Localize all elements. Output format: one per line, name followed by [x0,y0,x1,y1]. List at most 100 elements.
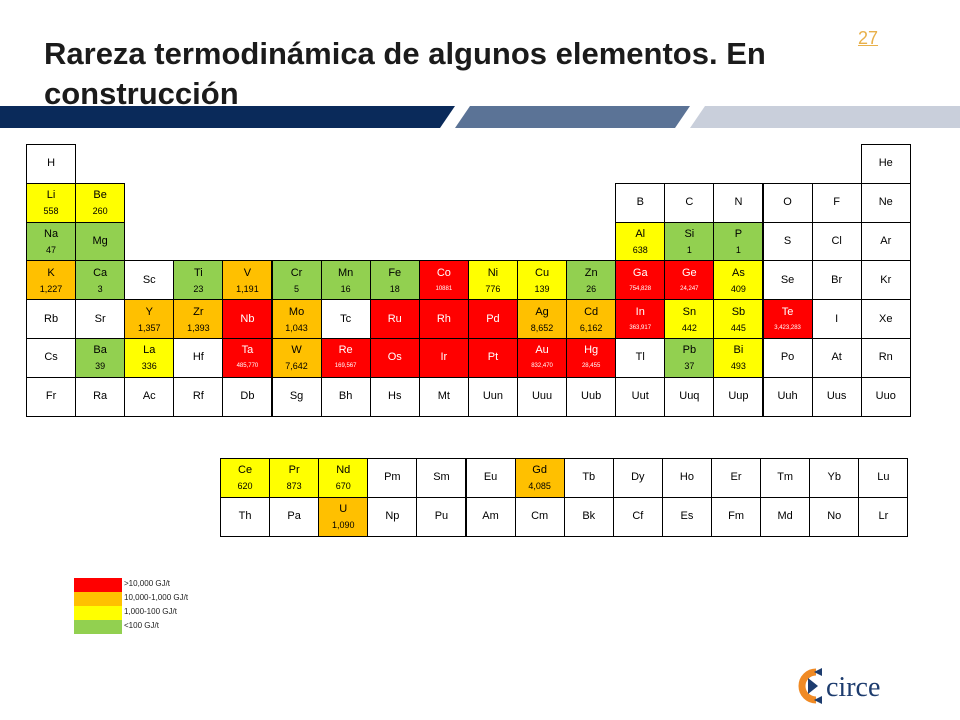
element-cell-cu: Cu 139 [517,260,568,301]
element-symbol: Uuh [777,390,798,403]
element-rarity-value: 754,828 [629,285,652,292]
element-symbol: Fm [728,510,744,523]
element-cell-eu: Eu [465,458,516,498]
element-rarity-value: 873 [286,481,302,492]
element-symbol: Sg [289,390,304,403]
element-symbol: Co [436,266,451,279]
element-symbol: W [291,344,302,357]
element-rarity-value: 3 [97,283,103,294]
page-title: Rareza termodinámica de algunos elemento… [44,36,766,111]
element-symbol: Ge [682,266,697,279]
element-rarity-value: 776 [485,283,501,294]
element-rarity-value: 620 [237,481,253,492]
element-symbol: Gd [532,464,547,477]
element-cell-k: K 1,227 [26,260,77,301]
element-symbol: Sb [731,305,746,318]
element-symbol: Na [44,227,59,240]
element-cell-la: La 336 [124,338,175,378]
element-rarity-value: 7,642 [285,361,308,372]
element-rarity-value: 5 [294,283,300,294]
element-cell-sb: Sb 445 [713,299,764,339]
element-symbol: Ce [238,464,253,477]
element-cell-rh: Rh [418,299,469,339]
element-symbol: Pd [486,312,500,325]
element-cell-cs: Cs [26,338,77,378]
element-symbol: Rn [878,351,893,364]
element-cell-mt: Mt [418,376,469,417]
element-symbol: Uut [631,390,649,403]
element-cell-re: Re 169,567 [320,338,371,378]
element-cell-mg: Mg [75,221,126,262]
element-cell-cd: Cd 6,162 [566,299,617,339]
element-symbol: Ra [93,390,108,403]
element-cell-pr: Pr 873 [269,458,320,498]
element-symbol: Hg [584,344,599,357]
element-symbol: Pb [682,344,697,357]
element-cell-sn: Sn 442 [664,299,715,339]
element-symbol: Ru [387,312,402,325]
element-cell-hg: Hg 28,455 [566,338,617,378]
element-symbol: Ni [487,266,499,279]
element-rarity-value: 363,917 [629,324,652,331]
element-cell-no: No [809,496,860,537]
element-symbol: Tc [340,312,352,325]
element-symbol: Rf [192,390,204,403]
element-cell-te: Te 3,423,283 [762,299,813,339]
element-cell-th: Th [220,496,271,537]
element-symbol: Ac [142,390,156,403]
legend-item: 10,000-1,000 GJ/t [74,592,274,606]
element-cell-rf: Rf [173,376,224,417]
element-cell-u: U 1,090 [318,496,369,537]
element-symbol: Rb [44,312,59,325]
element-cell-uub: Uub [566,376,617,417]
legend-label: >10,000 GJ/t [124,579,171,588]
circe-logo-icon [798,668,822,704]
element-cell-uuq: Uuq [664,376,715,417]
element-symbol: K [47,266,55,279]
periodic-table: H He Li 558 Be 260 B C N O F Ne Na 47 Mg Al 638 Si 1 P 1 S Cl A… [26,144,911,417]
element-cell-rn: Rn [860,338,911,378]
element-rarity-value: 409 [730,283,746,294]
element-rarity-value: 169,567 [334,363,357,370]
element-symbol: Db [240,390,255,403]
element-symbol: I [835,312,839,325]
element-cell-tb: Tb [563,458,614,498]
element-symbol: In [635,305,645,318]
element-symbol: Ti [193,266,203,279]
element-symbol: Kr [880,273,892,286]
element-cell-ni: Ni 776 [467,260,518,301]
element-symbol: Cm [531,510,549,523]
element-symbol: Xe [879,312,893,325]
element-rarity-value: 1,090 [331,520,355,531]
element-cell-ar: Ar [860,221,911,262]
element-symbol: Pm [384,471,401,484]
element-cell-li: Li 558 [26,182,77,223]
element-cell-ir: Ir [418,338,469,378]
element-cell-kr: Kr [860,260,911,301]
element-symbol: P [734,227,743,240]
element-cell-uup: Uup [713,376,764,417]
legend-swatch [74,578,122,592]
element-cell-po: Po [762,338,813,378]
element-cell-he: He [860,144,911,184]
element-symbol: Cu [535,266,550,279]
element-cell-y: Y 1,357 [124,299,175,339]
element-cell-xe: Xe [860,299,911,339]
element-cell-tl: Tl [615,338,666,378]
element-cell-al: Al 638 [615,221,666,262]
element-rarity-value: 23 [193,283,204,294]
element-cell-br: Br [811,260,862,301]
element-symbol: O [783,196,792,209]
element-symbol: Mo [288,305,305,318]
element-cell-as: As 409 [713,260,764,301]
element-cell-lu: Lu [858,458,909,498]
element-symbol: Uub [581,390,602,403]
element-symbol: Mt [437,390,450,403]
element-symbol: Am [482,510,499,523]
element-cell-tm: Tm [760,458,811,498]
element-symbol: Mg [92,234,108,247]
element-rarity-value: 1 [686,244,692,255]
element-cell-at: At [811,338,862,378]
element-symbol: Re [338,344,353,357]
